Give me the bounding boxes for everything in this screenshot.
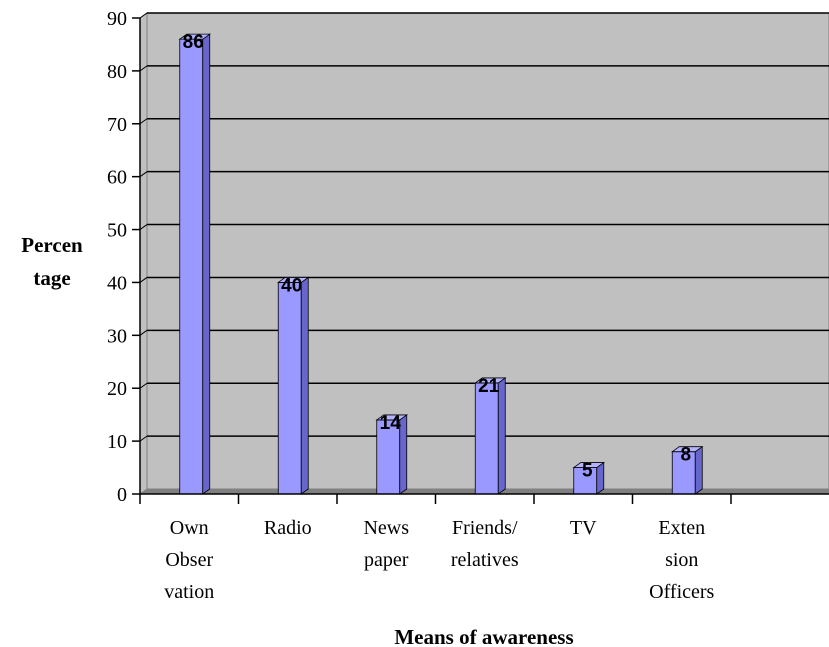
bar-front	[277, 282, 302, 495]
bar-front	[179, 38, 204, 495]
y-tick-label: 20	[107, 378, 127, 400]
y-axis-title-line1: Percen	[21, 233, 83, 257]
bar	[474, 377, 507, 495]
bar	[277, 276, 310, 495]
x-category-labels: Own Obser vation Radio News paper Friends/rela…	[164, 517, 714, 603]
bar-top	[474, 377, 507, 384]
bars	[178, 33, 704, 495]
y-axis-title-line2: tage	[33, 266, 70, 290]
x-category-label: Own Obser vation	[164, 517, 214, 603]
x-category-label-line: Own	[170, 517, 209, 539]
data-label: 5	[582, 461, 593, 482]
x-category-label-line: Friends/	[452, 517, 518, 539]
y-tick-label: 30	[107, 325, 127, 347]
y-tick-label: 50	[107, 220, 127, 242]
data-labels: 86 40 14 21 5 8	[183, 32, 691, 481]
bar	[178, 33, 211, 495]
x-category-label-line: Officers	[649, 581, 714, 603]
y-tick-labels: 0 10 20 30 40 50 60 70 80 90	[107, 8, 127, 506]
x-category-label-line: vation	[164, 581, 214, 603]
plot-left-wall	[139, 12, 148, 495]
x-category-label-line: Obser	[165, 549, 213, 571]
y-tick-label: 0	[117, 484, 127, 506]
data-label: 21	[478, 376, 500, 397]
data-label: 86	[183, 32, 204, 53]
x-category-label-line: Exten	[658, 517, 705, 539]
y-tick-label: 80	[107, 61, 127, 83]
gridline-wall	[139, 435, 148, 442]
y-tick-label: 60	[107, 167, 127, 189]
bar	[671, 445, 704, 495]
gridlines	[139, 12, 829, 442]
axes	[132, 17, 829, 504]
gridline-wall	[139, 171, 148, 178]
data-label: 8	[680, 445, 691, 466]
x-category-label-line: Radio	[264, 517, 312, 539]
bar-top	[375, 414, 408, 421]
x-category-label-line: relatives	[451, 549, 519, 571]
data-label: 40	[281, 275, 302, 296]
x-category-label: TV	[570, 517, 597, 539]
y-tick-label: 90	[107, 8, 127, 30]
bar-side	[300, 276, 309, 495]
x-axis-title: Means of awareness	[394, 625, 573, 647]
x-category-label-line: News	[363, 517, 409, 539]
x-category-label: Exten sion Officers	[649, 517, 714, 603]
y-tick-label: 70	[107, 114, 127, 136]
x-category-label-line: sion	[665, 549, 698, 571]
bar-side	[694, 445, 703, 495]
gridline-wall	[139, 224, 148, 230]
gridline-wall	[139, 277, 148, 283]
bar-side	[202, 33, 211, 495]
x-category-label-line: TV	[570, 517, 597, 539]
gridline-wall	[139, 382, 148, 389]
bar	[375, 414, 408, 495]
x-category-label-line: paper	[364, 549, 409, 571]
bar-top	[671, 446, 704, 453]
x-category-label: News paper	[363, 517, 409, 571]
bar-top	[572, 462, 605, 468]
bar	[572, 461, 605, 495]
gridline-wall	[139, 12, 148, 19]
x-category-label: Friends/relatives	[451, 517, 519, 571]
bar-top	[277, 277, 310, 283]
gridline-wall	[139, 329, 148, 336]
data-label: 14	[380, 413, 402, 434]
gridline-wall	[139, 118, 148, 125]
bar-front	[474, 382, 499, 495]
x-category-label: Radio	[264, 517, 312, 539]
y-tick-label: 10	[107, 431, 127, 453]
y-tick-label: 40	[107, 272, 127, 294]
gridline-wall	[139, 65, 148, 72]
bar-top	[178, 33, 211, 40]
